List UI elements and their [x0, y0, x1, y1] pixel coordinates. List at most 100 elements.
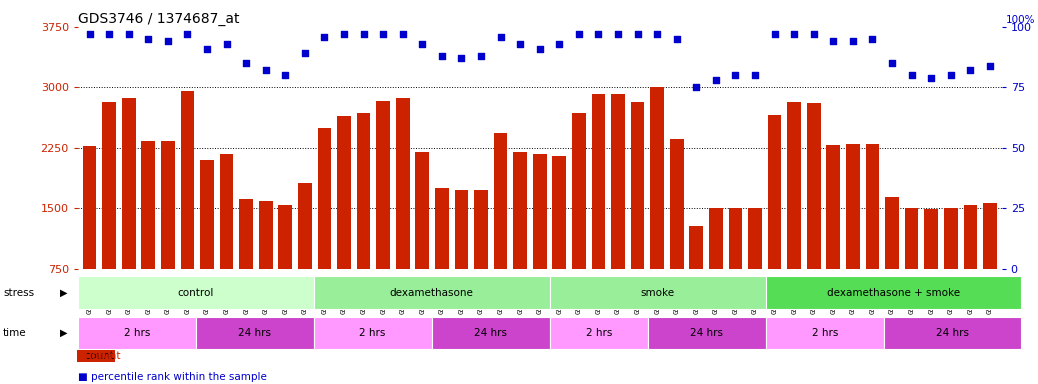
- Bar: [549, 276, 766, 309]
- Bar: [944, 207, 958, 269]
- Point: [786, 31, 802, 37]
- Bar: [455, 190, 468, 269]
- Point: [492, 33, 509, 40]
- Bar: [748, 207, 762, 269]
- Bar: [648, 317, 766, 349]
- Bar: [552, 156, 566, 269]
- Bar: [905, 207, 919, 269]
- Bar: [200, 160, 214, 269]
- Point: [277, 72, 294, 78]
- Point: [982, 63, 999, 69]
- Point: [746, 72, 763, 78]
- Bar: [357, 113, 371, 269]
- Bar: [885, 197, 899, 269]
- Bar: [572, 113, 585, 269]
- Point: [571, 31, 588, 37]
- Bar: [337, 116, 351, 269]
- Point: [591, 31, 607, 37]
- Text: ■ count: ■ count: [78, 351, 120, 361]
- Text: dexamethasone + smoke: dexamethasone + smoke: [827, 288, 960, 298]
- Bar: [866, 144, 879, 269]
- Point: [335, 31, 352, 37]
- Point: [120, 31, 137, 37]
- Bar: [435, 188, 448, 269]
- Text: 24 hrs: 24 hrs: [239, 328, 271, 338]
- Point: [414, 41, 431, 47]
- Bar: [278, 205, 292, 269]
- Bar: [514, 152, 527, 269]
- Bar: [395, 98, 410, 269]
- Point: [394, 31, 411, 37]
- Bar: [846, 144, 859, 269]
- Bar: [883, 317, 1021, 349]
- Bar: [161, 141, 174, 269]
- Point: [160, 38, 176, 45]
- Point: [317, 33, 333, 40]
- Point: [903, 72, 920, 78]
- Bar: [196, 317, 313, 349]
- Point: [551, 41, 568, 47]
- Point: [668, 36, 685, 42]
- Point: [472, 53, 489, 59]
- Bar: [415, 152, 429, 269]
- Bar: [670, 139, 684, 269]
- Text: 24 hrs: 24 hrs: [936, 328, 969, 338]
- Bar: [766, 317, 883, 349]
- Bar: [532, 154, 547, 269]
- Bar: [83, 146, 97, 269]
- Bar: [240, 199, 253, 269]
- Text: 24 hrs: 24 hrs: [690, 328, 723, 338]
- Text: ■ percentile rank within the sample: ■ percentile rank within the sample: [78, 372, 267, 382]
- Point: [434, 53, 450, 59]
- Text: 24 hrs: 24 hrs: [474, 328, 508, 338]
- Point: [865, 36, 881, 42]
- Bar: [788, 102, 801, 269]
- Bar: [494, 133, 508, 269]
- Bar: [103, 102, 116, 269]
- Point: [140, 36, 157, 42]
- Bar: [766, 276, 1021, 309]
- Bar: [141, 141, 155, 269]
- Bar: [826, 145, 840, 269]
- Point: [649, 31, 665, 37]
- Point: [805, 31, 822, 37]
- Bar: [963, 205, 977, 269]
- Bar: [318, 127, 331, 269]
- Point: [257, 67, 274, 73]
- Point: [355, 31, 372, 37]
- Bar: [807, 103, 821, 269]
- Point: [766, 31, 783, 37]
- Text: dexamethasone: dexamethasone: [389, 288, 473, 298]
- Point: [962, 67, 979, 73]
- Point: [238, 60, 254, 66]
- Bar: [592, 94, 605, 269]
- Point: [728, 72, 744, 78]
- Bar: [689, 226, 703, 269]
- Bar: [729, 207, 742, 269]
- Point: [81, 31, 98, 37]
- Text: GDS3746 / 1374687_at: GDS3746 / 1374687_at: [78, 12, 240, 26]
- Point: [923, 74, 939, 81]
- Bar: [474, 190, 488, 269]
- Text: ▶: ▶: [60, 328, 67, 338]
- Point: [180, 31, 196, 37]
- Bar: [78, 317, 196, 349]
- Point: [198, 46, 215, 52]
- Point: [609, 31, 626, 37]
- Point: [454, 55, 470, 61]
- Bar: [709, 207, 722, 269]
- Text: ▶: ▶: [60, 288, 67, 298]
- Bar: [983, 204, 996, 269]
- Bar: [925, 209, 938, 269]
- Text: control: control: [177, 288, 214, 298]
- Point: [688, 84, 705, 91]
- Text: 2 hrs: 2 hrs: [812, 328, 838, 338]
- Point: [943, 72, 959, 78]
- Bar: [121, 98, 136, 269]
- Bar: [768, 115, 782, 269]
- Point: [375, 31, 391, 37]
- Point: [845, 38, 862, 45]
- Bar: [220, 154, 234, 269]
- Bar: [651, 86, 664, 269]
- Text: 2 hrs: 2 hrs: [585, 328, 612, 338]
